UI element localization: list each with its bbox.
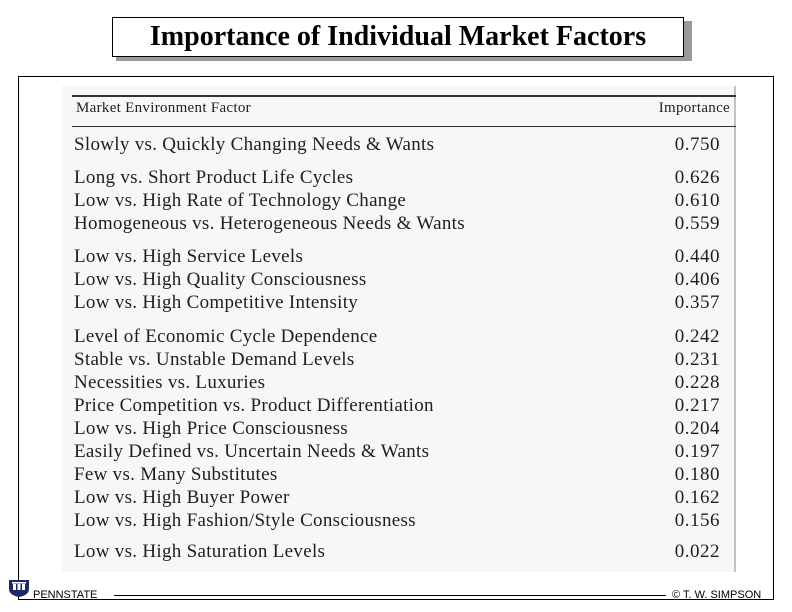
factor-label: Low vs. High Competitive Intensity — [74, 292, 359, 313]
factor-label: Low vs. High Service Levels — [74, 246, 304, 267]
table-row: Long vs. Short Product Life Cycles 0.626 — [74, 167, 722, 189]
table-row: Low vs. High Service Levels 0.440 — [74, 246, 722, 268]
table-row: Low vs. High Fashion/Style Consciousness… — [74, 510, 722, 532]
importance-value: 0.440 — [674, 246, 720, 267]
importance-value: 0.204 — [674, 418, 720, 439]
table-row: Low vs. High Buyer Power 0.162 — [74, 487, 722, 509]
table-row: Stable vs. Unstable Demand Levels 0.231 — [74, 349, 722, 371]
penn-state-shield-icon — [9, 580, 29, 597]
column-header-importance: Importance — [658, 100, 730, 116]
factor-label: Homogeneous vs. Heterogeneous Needs & Wa… — [74, 213, 465, 234]
factor-label: Low vs. High Saturation Levels — [74, 541, 326, 562]
importance-value: 0.197 — [674, 441, 720, 462]
table-top-rule — [72, 95, 736, 97]
factor-label: Low vs. High Price Consciousness — [74, 418, 349, 439]
importance-value: 0.228 — [674, 372, 720, 393]
importance-value: 0.559 — [674, 213, 720, 234]
factor-label: Low vs. High Quality Consciousness — [74, 269, 367, 290]
factor-label: Low vs. High Fashion/Style Consciousness — [74, 510, 416, 531]
table-row: Low vs. High Price Consciousness 0.204 — [74, 418, 722, 440]
importance-value: 0.180 — [674, 464, 720, 485]
table-row: Homogeneous vs. Heterogeneous Needs & Wa… — [74, 213, 722, 235]
table-row: Low vs. High Quality Consciousness 0.406 — [74, 269, 722, 291]
table-row: Low vs. High Competitive Intensity 0.357 — [74, 292, 722, 314]
title-box: Importance of Individual Market Factors — [112, 17, 684, 57]
importance-value: 0.406 — [674, 269, 720, 290]
table-row: Few vs. Many Substitutes 0.180 — [74, 464, 722, 486]
column-header-factor: Market Environment Factor — [76, 100, 251, 116]
importance-value: 0.626 — [674, 167, 720, 188]
factor-label: Slowly vs. Quickly Changing Needs & Want… — [74, 134, 435, 155]
importance-value: 0.750 — [674, 134, 720, 155]
factor-label: Necessities vs. Luxuries — [74, 372, 266, 393]
table-row: Necessities vs. Luxuries 0.228 — [74, 372, 722, 394]
table-row: Low vs. High Rate of Technology Change 0.… — [74, 190, 722, 212]
factor-label: Level of Economic Cycle Dependence — [74, 326, 378, 347]
importance-value: 0.357 — [674, 292, 720, 313]
table-header-rule — [72, 126, 736, 127]
table-row: Slowly vs. Quickly Changing Needs & Want… — [74, 134, 722, 156]
table-row: Level of Economic Cycle Dependence 0.242 — [74, 326, 722, 348]
importance-value: 0.162 — [674, 487, 720, 508]
footer-copyright: © T. W. SIMPSON — [672, 589, 762, 601]
table-row: Easily Defined vs. Uncertain Needs & Wan… — [74, 441, 722, 463]
footer-divider — [114, 595, 666, 596]
importance-value: 0.022 — [674, 541, 720, 562]
table-row: Low vs. High Saturation Levels 0.022 — [74, 541, 722, 563]
factor-label: Stable vs. Unstable Demand Levels — [74, 349, 355, 370]
importance-value: 0.231 — [674, 349, 720, 370]
table-row: Price Competition vs. Product Differenti… — [74, 395, 722, 417]
importance-value: 0.242 — [674, 326, 720, 347]
importance-value: 0.156 — [674, 510, 720, 531]
slide-title: Importance of Individual Market Factors — [149, 21, 647, 52]
factor-label: Long vs. Short Product Life Cycles — [74, 167, 354, 188]
factor-label: Low vs. High Buyer Power — [74, 487, 290, 508]
factor-label: Easily Defined vs. Uncertain Needs & Wan… — [74, 441, 430, 462]
importance-value: 0.610 — [674, 190, 720, 211]
factor-label: Price Competition vs. Product Differenti… — [74, 395, 434, 416]
factor-label: Low vs. High Rate of Technology Change — [74, 190, 407, 211]
footer-institution: PENNSTATE — [33, 589, 98, 601]
scanned-table-image — [62, 86, 734, 572]
factor-label: Few vs. Many Substitutes — [74, 464, 278, 485]
importance-value: 0.217 — [674, 395, 720, 416]
